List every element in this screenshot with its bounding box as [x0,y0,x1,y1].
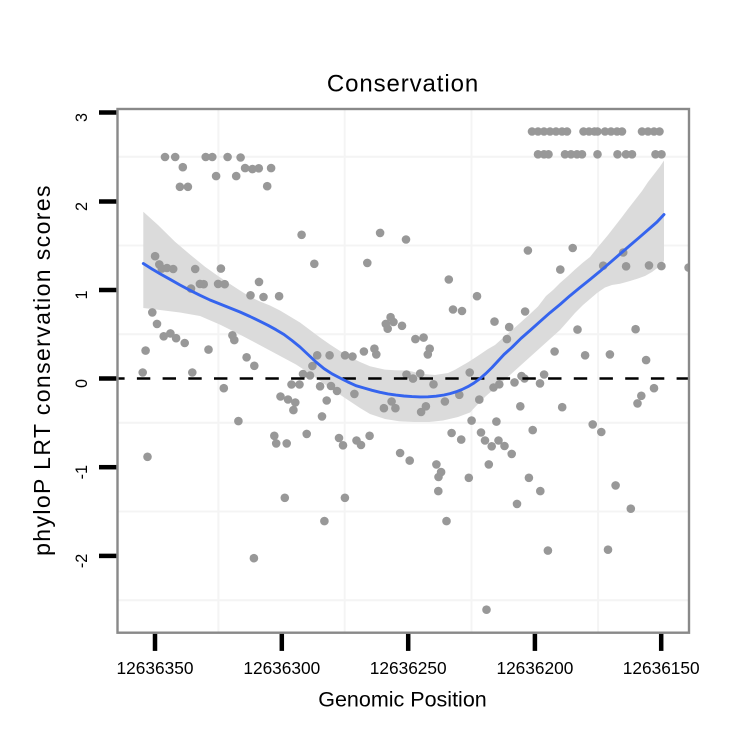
svg-text:1: 1 [73,290,91,299]
svg-text:12636250: 12636250 [370,658,447,678]
svg-text:0: 0 [73,379,91,388]
svg-text:Conservation: Conservation [327,71,479,98]
svg-text:12636200: 12636200 [496,658,573,678]
svg-text:12636150: 12636150 [623,658,700,678]
svg-text:12636350: 12636350 [117,658,194,678]
svg-text:-1: -1 [73,465,91,479]
svg-text:2: 2 [73,202,91,211]
svg-text:phyloP LRT conservation scores: phyloP LRT conservation scores [29,184,55,556]
svg-text:3: 3 [73,113,91,122]
svg-text:12636300: 12636300 [243,658,320,678]
svg-text:-2: -2 [73,554,91,568]
svg-text:Genomic Position: Genomic Position [318,688,487,712]
